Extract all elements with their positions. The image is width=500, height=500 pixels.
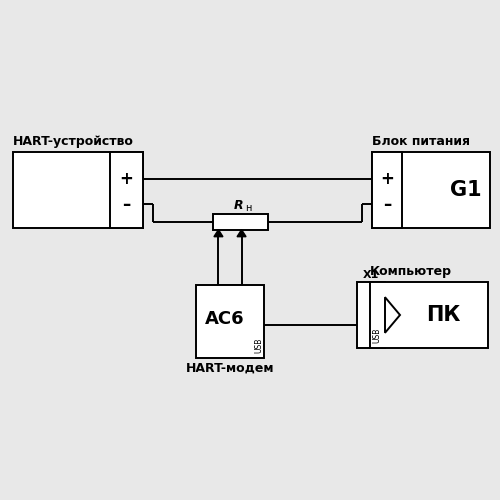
Text: –: – [383, 196, 391, 214]
Bar [370, 282, 488, 348]
Text: Блок питания: Блок питания [372, 135, 470, 148]
Bar [372, 152, 490, 228]
Text: +: + [120, 170, 134, 188]
Text: +: + [380, 170, 394, 188]
Bar [213, 214, 268, 230]
Text: –: – [122, 196, 130, 214]
Text: USB: USB [254, 338, 264, 353]
Bar [357, 282, 385, 348]
Bar [13, 152, 143, 228]
Bar [196, 285, 264, 358]
Text: HART-модем: HART-модем [186, 362, 274, 375]
Polygon shape [214, 230, 223, 236]
Text: HART-устройство: HART-устройство [13, 135, 134, 148]
Polygon shape [237, 230, 246, 236]
Bar [110, 152, 143, 228]
Bar [372, 152, 402, 228]
Text: G1: G1 [450, 180, 482, 200]
Text: н: н [246, 202, 252, 212]
Text: USB: USB [372, 328, 382, 343]
Text: ПК: ПК [426, 305, 460, 325]
Text: АС6: АС6 [204, 310, 244, 328]
Text: R: R [234, 198, 243, 211]
Text: X1: X1 [363, 270, 379, 280]
Polygon shape [385, 297, 400, 333]
Text: Компьютер: Компьютер [370, 265, 452, 278]
